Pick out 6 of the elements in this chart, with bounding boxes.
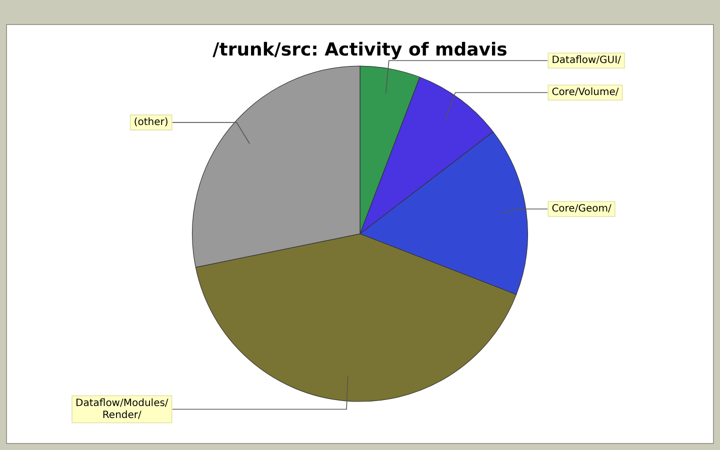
slice-label: (other): [134, 117, 168, 128]
chart-title: /trunk/src: Activity of mdavis: [212, 39, 508, 60]
slice-label: Core/Geom/: [552, 204, 612, 215]
slice-label: Dataflow/Modules/Render/: [76, 398, 169, 421]
slice-label: Dataflow/GUI/: [552, 55, 622, 66]
slice-label: Core/Volume/: [552, 87, 620, 98]
